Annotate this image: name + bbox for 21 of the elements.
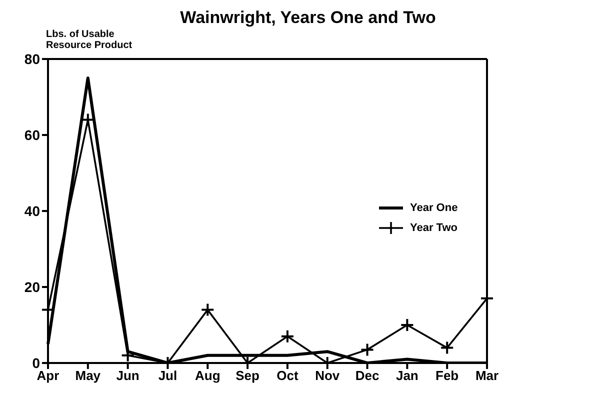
x-tick-label: Mar: [475, 368, 499, 384]
y-tick-label: 60: [24, 126, 40, 143]
y-tick-label: 80: [24, 50, 40, 67]
legend-label: Year One: [410, 202, 458, 214]
x-tick-label: Feb: [436, 368, 459, 384]
x-tick-label: Oct: [276, 368, 299, 384]
y-tick-label: 0: [32, 354, 40, 371]
x-tick-label: Jan: [396, 368, 418, 384]
y-tick-label: 20: [24, 278, 40, 295]
legend-label: Year Two: [410, 222, 458, 234]
x-tick-label: May: [75, 368, 102, 384]
x-tick-label: Aug: [194, 368, 220, 384]
chart-title: Wainwright, Years One and Two: [179, 8, 437, 28]
x-tick-label: Sep: [236, 368, 260, 384]
y-axis-title: Lbs. of Usable Resource Product: [46, 29, 132, 51]
y-tick-label: 40: [24, 202, 40, 219]
x-tick-label: Nov: [315, 368, 340, 384]
x-tick-label: Jul: [158, 368, 178, 384]
x-tick-label: Jun: [116, 368, 140, 384]
x-tick-label: Apr: [36, 368, 60, 384]
x-tick-label: Dec: [355, 368, 380, 384]
